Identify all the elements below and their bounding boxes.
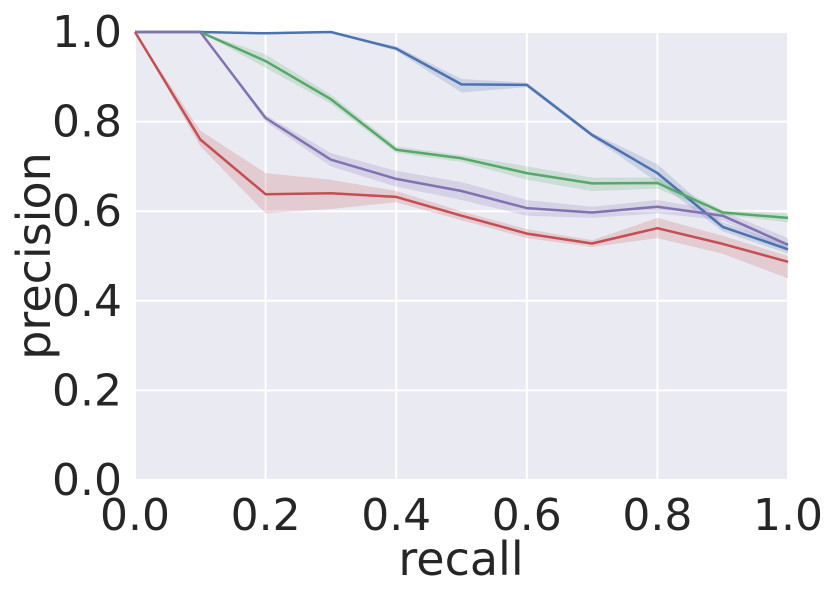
x-tick-labels: 0.0 0.2 0.4 0.6 0.8 1.0 xyxy=(100,490,823,541)
x-tick-label-5: 1.0 xyxy=(753,490,823,541)
y-tick-label-0: 0.0 xyxy=(52,455,122,506)
y-tick-label-2: 0.4 xyxy=(52,276,122,327)
x-tick-label-2: 0.4 xyxy=(361,490,431,541)
series-2-line xyxy=(135,30,789,220)
series-1-line xyxy=(135,30,789,251)
series-lines xyxy=(133,30,789,264)
series-4-line xyxy=(133,31,789,264)
y-tick-label-1: 0.2 xyxy=(52,365,122,416)
y-tick-labels: 0.0 0.2 0.4 0.6 0.8 1.0 xyxy=(52,7,122,506)
x-tick-label-1: 0.2 xyxy=(231,490,301,541)
y-tick-label-4: 0.8 xyxy=(52,97,122,148)
y-tick-label-3: 0.6 xyxy=(52,186,122,237)
series-3-line xyxy=(135,30,789,246)
series-4-band xyxy=(135,32,788,279)
plot-area xyxy=(135,32,788,480)
x-tick-label-3: 0.6 xyxy=(492,490,562,541)
y-axis-label: precision xyxy=(7,152,61,360)
x-axis-label: recall xyxy=(398,532,523,586)
x-tick-label-0: 0.0 xyxy=(100,490,170,541)
x-tick-label-4: 0.8 xyxy=(622,490,692,541)
y-tick-label-5: 1.0 xyxy=(52,7,122,58)
